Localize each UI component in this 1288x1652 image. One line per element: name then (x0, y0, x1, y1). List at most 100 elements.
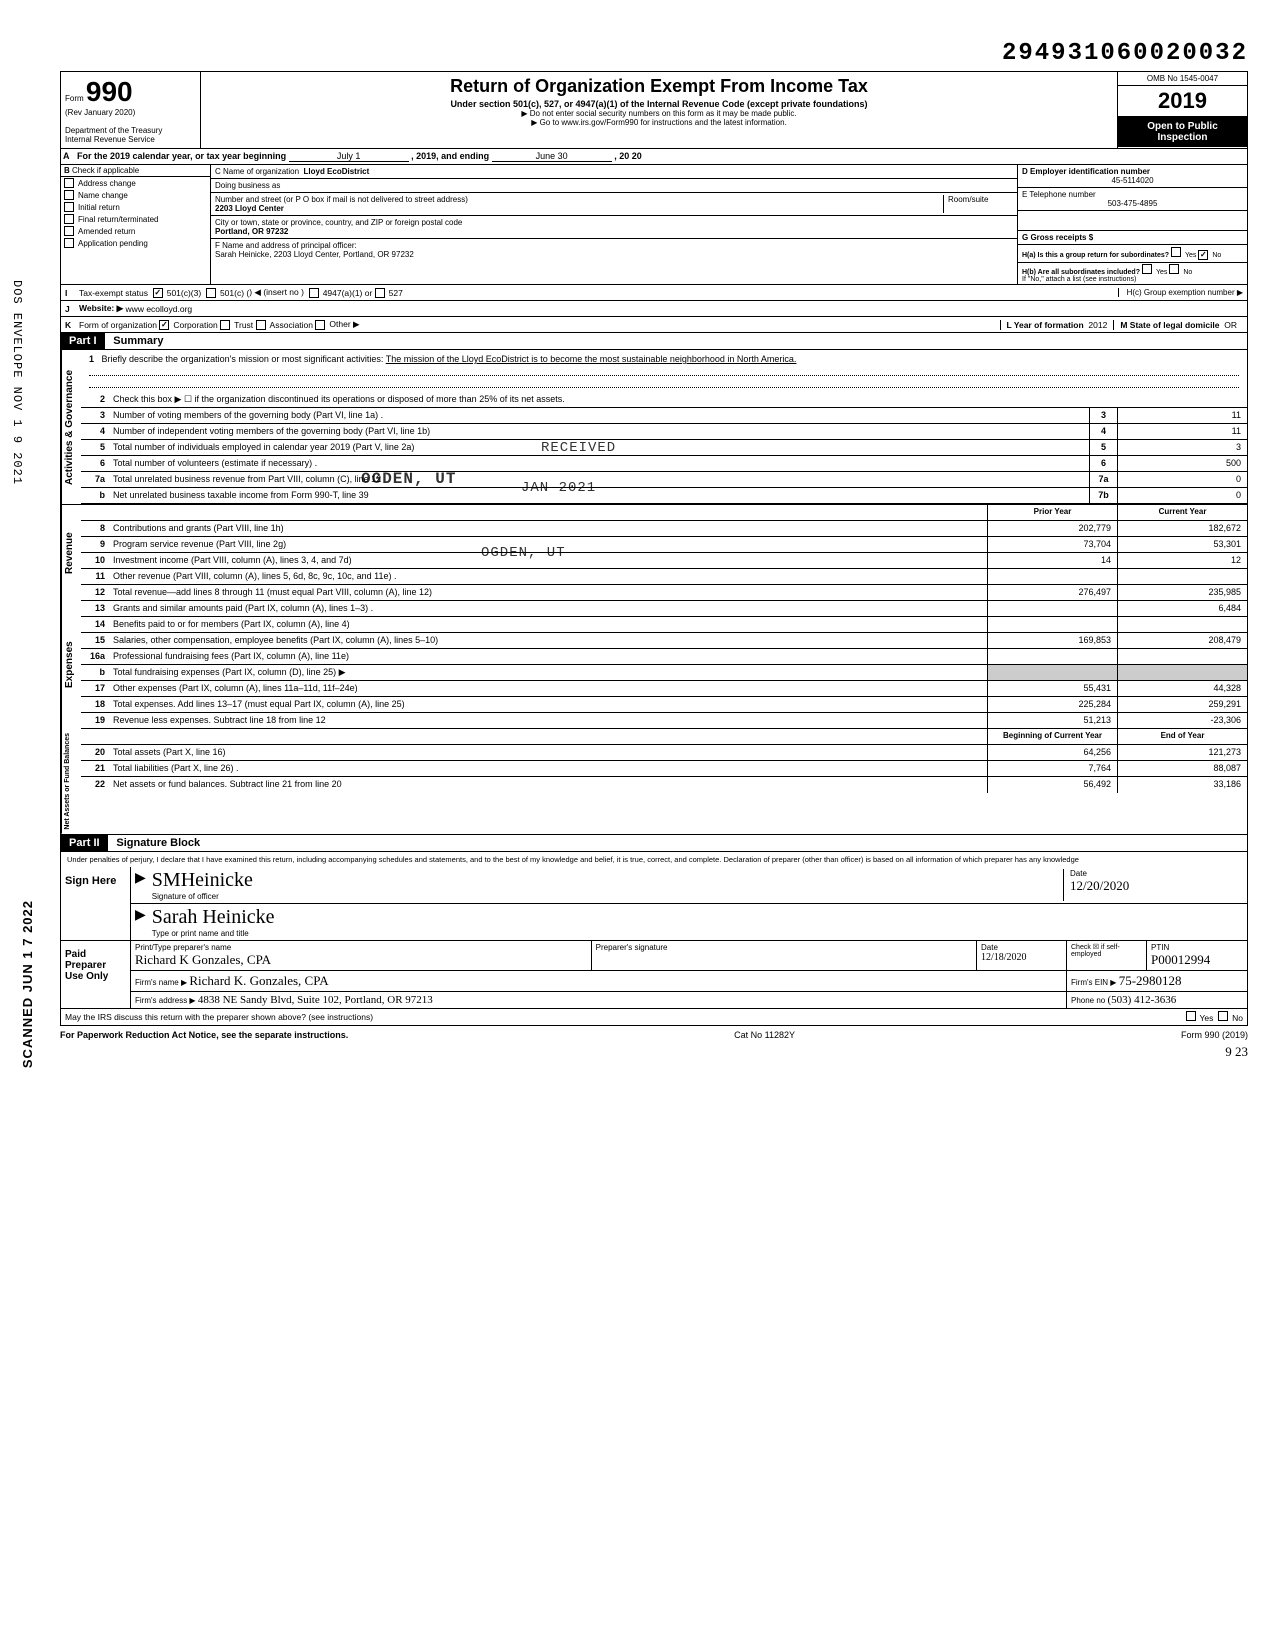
net-num: 21 (81, 761, 109, 776)
row-j-text: Website: ▶ (79, 303, 123, 314)
f-val: Sarah Heinicke, 2203 Lloyd Center, Portl… (215, 250, 414, 259)
hb-yes[interactable] (1142, 264, 1152, 274)
exp-desc: Professional fundraising fees (Part IX, … (109, 649, 987, 664)
hb-note: If "No," attach a list (see instructions… (1022, 276, 1136, 283)
hb-lbl: H(b) Are all subordinates included? (1022, 269, 1140, 276)
exp-prior: 51,213 (987, 713, 1117, 728)
part2-label: Part II (61, 835, 108, 851)
exp-desc: Total fundraising expenses (Part IX, col… (109, 665, 987, 680)
rev-prior (987, 569, 1117, 584)
gov-box: 6 (1089, 456, 1117, 471)
ha-no-lbl: No (1212, 252, 1221, 259)
gov-val: 3 (1117, 440, 1247, 455)
cb-527[interactable] (375, 288, 385, 298)
prep-sig-lbl: Preparer's signature (592, 941, 977, 970)
prep-date: 12/18/2020 (981, 952, 1027, 963)
tax-year: 2019 (1118, 86, 1247, 117)
col-b: B Check if applicable Address change Nam… (61, 165, 211, 284)
exp-current (1117, 617, 1247, 632)
cb-trust[interactable] (220, 320, 230, 330)
exp-desc: Other expenses (Part IX, column (A), lin… (109, 681, 987, 696)
gov-desc: Net unrelated business taxable income fr… (109, 488, 1089, 503)
e-lbl: E Telephone number (1022, 190, 1096, 199)
row-a-text: For the 2019 calendar year, or tax year … (77, 151, 286, 161)
row-k: K Form of organization Corporation Trust… (61, 317, 1247, 333)
rev-num: 9 (81, 537, 109, 552)
col-prior: Prior Year (987, 505, 1117, 520)
prep-name: Richard K Gonzales, CPA (135, 952, 271, 967)
open-public: Open to Public Inspection (1118, 117, 1247, 147)
hb-yes-lbl: Yes (1156, 269, 1167, 276)
stamp-ogden2: OGDEN, UT (481, 545, 566, 561)
gov-num: 3 (81, 408, 109, 423)
net-desc: Net assets or fund balances. Subtract li… (109, 777, 987, 793)
part2-title: Signature Block (110, 837, 200, 849)
pra-notice: For Paperwork Reduction Act Notice, see … (60, 1030, 348, 1040)
cb-label-4: Amended return (78, 227, 135, 236)
cb-final-return[interactable] (64, 214, 74, 224)
hb-no[interactable] (1169, 264, 1179, 274)
discuss-no[interactable] (1218, 1011, 1228, 1021)
exp-desc: Total expenses. Add lines 13–17 (must eq… (109, 697, 987, 712)
col-c: C Name of organization Lloyd EcoDistrict… (211, 165, 1017, 284)
row-j: J Website: ▶ www ecolloyd.org (61, 301, 1247, 317)
ha-yes[interactable] (1171, 247, 1181, 257)
gov-val: 500 (1117, 456, 1247, 471)
cb-initial-return[interactable] (64, 202, 74, 212)
exp-prior (987, 601, 1117, 616)
cb-other[interactable] (315, 320, 325, 330)
gov-num: 4 (81, 424, 109, 439)
ein-lbl: Firm's EIN ▶ (1071, 978, 1116, 987)
paid-label: Paid Preparer Use Only (61, 941, 131, 1008)
row-a-mid: , 2019, and ending (411, 151, 489, 161)
exp-num: 13 (81, 601, 109, 616)
cb-501c3[interactable] (153, 288, 163, 298)
firm-addr: 4838 NE Sandy Blvd, Suite 102, Portland,… (198, 994, 433, 1006)
part1-label: Part I (61, 333, 105, 349)
d-lbl: D Employer identification number (1022, 167, 1150, 176)
cb-address-change[interactable] (64, 178, 74, 188)
gov-box: 7a (1089, 472, 1117, 487)
rev-current: 53,301 (1117, 537, 1247, 552)
omb-number: OMB No 1545-0047 (1118, 72, 1247, 86)
part2-header-row: Part II Signature Block (61, 835, 1247, 852)
cb-label-0: Address change (78, 179, 136, 188)
opt-other: Other ▶ (329, 319, 359, 330)
sig-date: 12/20/2020 (1070, 878, 1129, 893)
declaration: Under penalties of perjury, I declare th… (61, 852, 1247, 867)
cb-name-change[interactable] (64, 190, 74, 200)
discuss-yes[interactable] (1186, 1011, 1196, 1021)
row-i-text: Tax-exempt status (79, 288, 148, 298)
row-a-label: A (61, 149, 75, 164)
firm-phone: (503) 412-3636 (1108, 994, 1177, 1006)
stamp-jan: JAN 2021 (521, 480, 596, 496)
opt-assoc: Association (270, 320, 313, 330)
cb-assoc[interactable] (256, 320, 266, 330)
row-i: I Tax-exempt status 501(c)(3) 501(c) ( )… (61, 285, 1247, 301)
ha-no[interactable] (1198, 250, 1208, 260)
cb-corp[interactable] (159, 320, 169, 330)
cb-app-pending[interactable] (64, 238, 74, 248)
discuss-yes-lbl: Yes (1200, 1013, 1214, 1023)
gov-num: 7a (81, 472, 109, 487)
addr-val: 2203 Lloyd Center (215, 204, 284, 213)
cb-4947[interactable] (309, 288, 319, 298)
discuss-no-lbl: No (1232, 1013, 1243, 1023)
cb-amended[interactable] (64, 226, 74, 236)
cb-label-1: Name change (78, 191, 128, 200)
gov-desc: Total number of volunteers (estimate if … (109, 456, 1089, 471)
rev-desc: Total revenue—add lines 8 through 11 (mu… (109, 585, 987, 600)
gov-val: 11 (1117, 408, 1247, 423)
rev-num: 10 (81, 553, 109, 568)
ptin-val: P00012994 (1151, 952, 1210, 967)
org-name: Lloyd EcoDistrict (304, 167, 370, 176)
ptin-lbl: PTIN (1151, 943, 1169, 952)
rev-prior: 276,497 (987, 585, 1117, 600)
ha-lbl: H(a) Is this a group return for subordin… (1022, 252, 1169, 259)
gov-num: 5 (81, 440, 109, 455)
website: www ecolloyd.org (126, 304, 193, 314)
type-lbl: Type or print name and title (152, 929, 249, 938)
part1-title: Summary (107, 335, 163, 347)
cb-501c[interactable] (206, 288, 216, 298)
firm-addr-lbl: Firm's address ▶ (135, 996, 196, 1005)
